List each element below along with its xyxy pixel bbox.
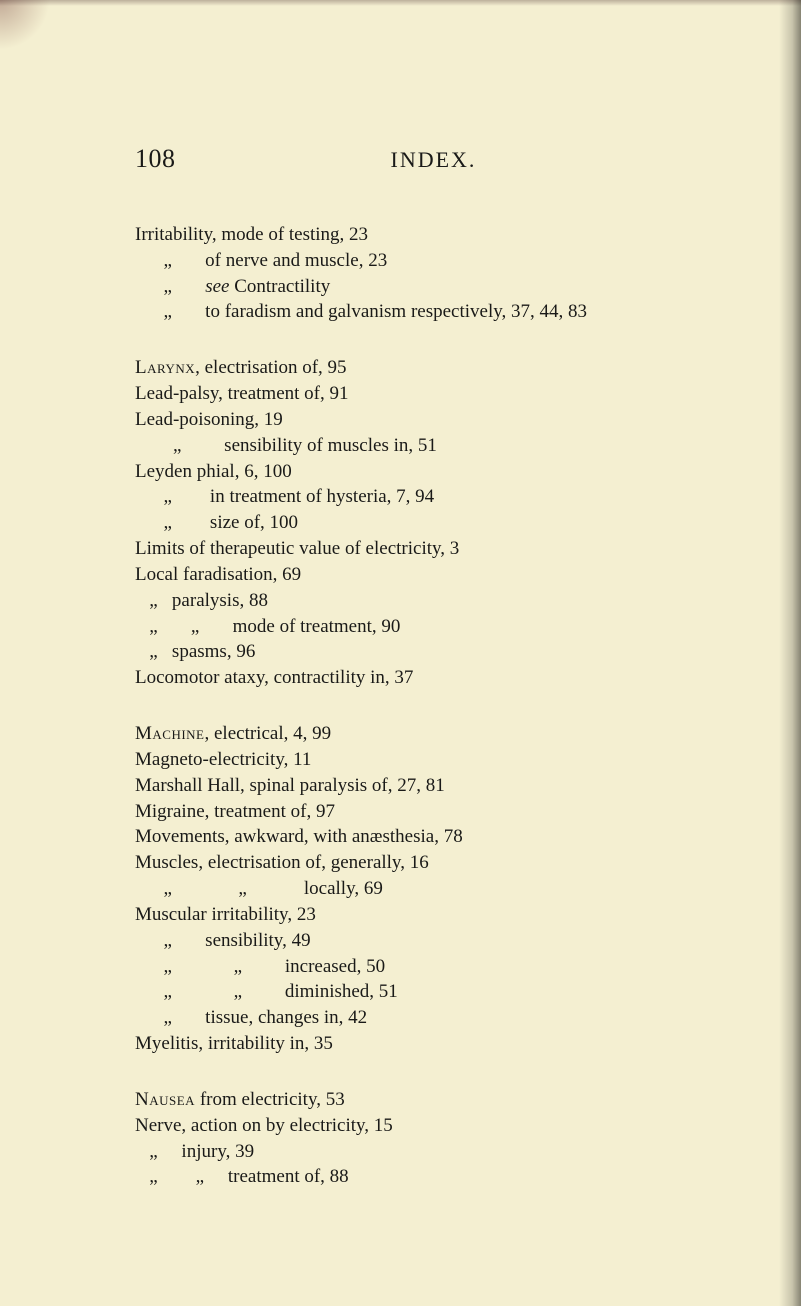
index-line: Irritability, mode of testing, 23 (135, 222, 716, 248)
index-block: Irritability, mode of testing, 23 „ of n… (135, 222, 716, 325)
index-content: Irritability, mode of testing, 23 „ of n… (135, 222, 716, 1190)
index-line: „ injury, 39 (135, 1139, 716, 1165)
index-line: Nerve, action on by electricity, 15 (135, 1113, 716, 1139)
index-line: Migraine, treatment of, 97 (135, 799, 716, 825)
index-block: Larynx, electrisation of, 95Lead-palsy, … (135, 355, 716, 691)
index-line: „ „ diminished, 51 (135, 979, 716, 1005)
index-line: Local faradisation, 69 (135, 562, 716, 588)
index-line: „ to faradism and galvanism respectively… (135, 299, 716, 325)
index-block: Machine, electrical, 4, 99Magneto-electr… (135, 721, 716, 1057)
index-line: „ in treatment of hysteria, 7, 94 (135, 484, 716, 510)
page-right-shadow (779, 0, 801, 1306)
index-line: „ size of, 100 (135, 510, 716, 536)
index-line: „ „ increased, 50 (135, 954, 716, 980)
index-line: Marshall Hall, spinal paralysis of, 27, … (135, 773, 716, 799)
index-line: „ „ locally, 69 (135, 876, 716, 902)
index-line: „ see Contractility (135, 274, 716, 300)
page-header: 108 INDEX. (135, 144, 716, 174)
index-line: „ „ treatment of, 88 (135, 1164, 716, 1190)
index-line: „ spasms, 96 (135, 639, 716, 665)
index-line: Movements, awkward, with anæsthesia, 78 (135, 824, 716, 850)
index-line: Myelitis, irritability in, 35 (135, 1031, 716, 1057)
index-line: Muscles, electrisation of, generally, 16 (135, 850, 716, 876)
index-line: „ paralysis, 88 (135, 588, 716, 614)
index-line: Magneto-electricity, 11 (135, 747, 716, 773)
index-line: Muscular irritability, 23 (135, 902, 716, 928)
index-line: Lead-palsy, treatment of, 91 (135, 381, 716, 407)
index-line: Leyden phial, 6, 100 (135, 459, 716, 485)
index-line: Locomotor ataxy, contractility in, 37 (135, 665, 716, 691)
index-block: Nausea from electricity, 53Nerve, action… (135, 1087, 716, 1190)
index-line: Limits of therapeutic value of electrici… (135, 536, 716, 562)
index-line: Lead-poisoning, 19 (135, 407, 716, 433)
index-line: Larynx, electrisation of, 95 (135, 355, 716, 381)
page-container: 108 INDEX. Irritability, mode of testing… (0, 0, 801, 1280)
index-line: Nausea from electricity, 53 (135, 1087, 716, 1113)
index-line: „ sensibility of muscles in, 51 (135, 433, 716, 459)
page-number: 108 (135, 144, 176, 174)
index-line: „ of nerve and muscle, 23 (135, 248, 716, 274)
index-line: „ „ mode of treatment, 90 (135, 614, 716, 640)
index-line: „ sensibility, 49 (135, 928, 716, 954)
page-title: INDEX. (391, 147, 477, 173)
index-line: Machine, electrical, 4, 99 (135, 721, 716, 747)
index-line: „ tissue, changes in, 42 (135, 1005, 716, 1031)
